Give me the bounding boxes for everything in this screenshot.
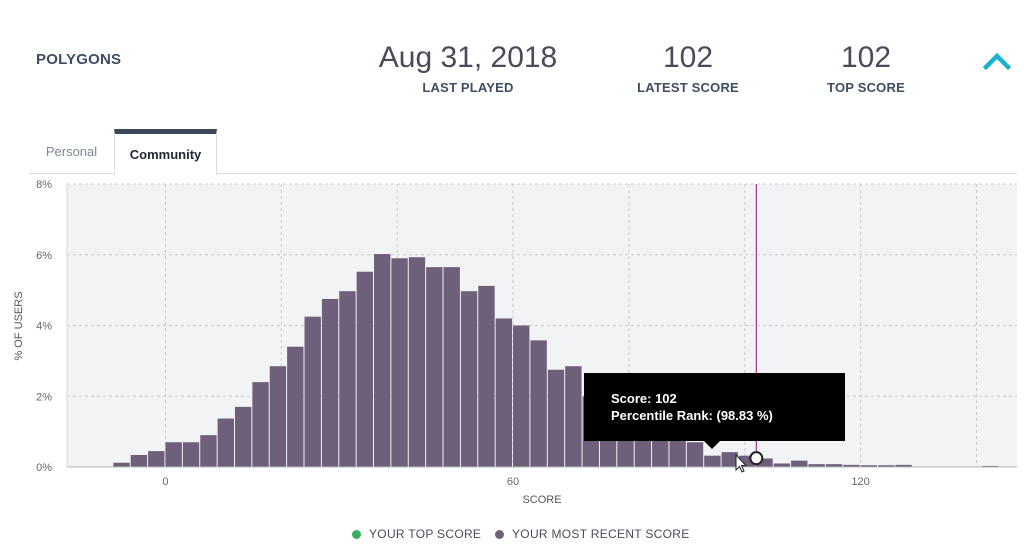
tooltip-score: Score: 102 <box>611 391 677 406</box>
chevron-up-icon <box>982 52 1012 71</box>
last-played-label: LAST PLAYED <box>422 80 514 95</box>
legend-top-score-label: YOUR TOP SCORE <box>369 527 482 541</box>
histogram-bar[interactable] <box>495 318 513 467</box>
histogram-bar[interactable] <box>217 418 234 467</box>
tab-community[interactable]: Community <box>114 129 217 175</box>
x-axis-label: SCORE <box>522 494 561 506</box>
top-score-label: TOP SCORE <box>827 80 905 95</box>
histogram-bar[interactable] <box>426 267 443 467</box>
histogram-bar[interactable] <box>721 452 738 467</box>
histogram-bar[interactable] <box>808 464 825 467</box>
histogram-bar[interactable] <box>738 455 756 467</box>
histogram-bar[interactable] <box>148 451 165 467</box>
x-tick-label: 0 <box>162 476 168 488</box>
last-played-stat: Aug 31, 2018 LAST PLAYED <box>378 40 558 95</box>
y-tick-label: 4% <box>36 321 52 333</box>
histogram-bar[interactable] <box>686 442 704 467</box>
tooltip-pointer <box>704 441 720 449</box>
histogram-bar[interactable] <box>982 465 999 467</box>
top-score-stat: 102 TOP SCORE <box>806 40 926 95</box>
histogram-bar[interactable] <box>530 340 547 467</box>
green-dot-icon <box>352 529 361 539</box>
y-tick-label: 2% <box>36 391 52 403</box>
mouse-cursor <box>735 453 748 473</box>
histogram-bar[interactable] <box>408 257 426 467</box>
score-distribution-chart: 0% 2% 4% 6% 8% 0 60 120 % OF USERS SCORE Score:… <box>0 174 1024 514</box>
histogram-bar[interactable] <box>547 369 565 467</box>
last-played-value: Aug 31, 2018 <box>378 41 558 74</box>
game-title: POLYGONS <box>36 51 122 68</box>
y-tick-label: 6% <box>36 250 52 262</box>
histogram-bar[interactable] <box>756 458 773 467</box>
histogram-bar[interactable] <box>565 366 582 467</box>
y-tick-label: 8% <box>36 179 52 191</box>
histogram-bar[interactable] <box>113 462 130 467</box>
histogram-bar[interactable] <box>669 438 686 467</box>
purple-dot-icon <box>495 529 504 539</box>
top-score-value: 102 <box>840 41 892 74</box>
histogram-bar[interactable] <box>200 435 217 467</box>
histogram-bar[interactable] <box>356 271 374 467</box>
histogram-bar[interactable] <box>843 464 860 467</box>
histogram-bar[interactable] <box>443 267 460 467</box>
pointer-icon <box>735 453 748 473</box>
histogram-bar[interactable] <box>877 465 895 467</box>
x-tick-label: 120 <box>851 476 869 488</box>
histogram-bar[interactable] <box>895 464 912 467</box>
tooltip-percentile: Percentile Rank: (98.83 %) <box>611 408 773 423</box>
histogram-bar[interactable] <box>287 346 304 467</box>
histogram-bar[interactable] <box>791 460 808 467</box>
latest-score-value: 102 <box>662 41 714 74</box>
score-tooltip: Score: 102 Percentile Rank: (98.83 %) <box>584 373 845 449</box>
histogram-bar[interactable] <box>252 382 269 467</box>
histogram-bar[interactable] <box>860 465 877 467</box>
legend-recent-score[interactable]: YOUR MOST RECENT SCORE <box>495 527 690 541</box>
y-axis-label: % OF USERS <box>13 291 25 360</box>
histogram-svg: 0% 2% 4% 6% 8% 0 60 120 % OF USERS SCORE Score:… <box>13 179 1017 506</box>
latest-score-stat: 102 LATEST SCORE <box>628 40 748 95</box>
legend-top-score[interactable]: YOUR TOP SCORE <box>352 527 481 541</box>
histogram-bar[interactable] <box>513 325 530 468</box>
histogram-bar[interactable] <box>269 366 287 467</box>
legend-recent-score-label: YOUR MOST RECENT SCORE <box>512 527 690 541</box>
histogram-bar[interactable] <box>339 291 356 467</box>
histogram-bar[interactable] <box>460 291 478 467</box>
histogram-bar[interactable] <box>773 463 791 467</box>
chart-tabs: Personal Community <box>29 129 1017 175</box>
latest-score-label: LATEST SCORE <box>637 80 739 95</box>
collapse-button[interactable] <box>982 50 1012 72</box>
histogram-bar[interactable] <box>130 454 148 467</box>
tooltip-box <box>584 373 845 441</box>
y-tick-label: 0% <box>36 462 52 474</box>
histogram-bar[interactable] <box>374 254 391 467</box>
x-tick-label: 60 <box>507 476 519 488</box>
histogram-bar[interactable] <box>165 442 182 467</box>
histogram-bar[interactable] <box>304 316 321 467</box>
histogram-bar[interactable] <box>321 298 339 467</box>
tab-personal[interactable]: Personal <box>45 144 98 159</box>
histogram-bar[interactable] <box>391 258 408 467</box>
histogram-bar[interactable] <box>182 442 200 467</box>
chart-legend: YOUR TOP SCORE YOUR MOST RECENT SCORE <box>0 527 1024 545</box>
recent-score-point[interactable] <box>749 451 764 466</box>
histogram-bar[interactable] <box>704 455 721 467</box>
histogram-bar[interactable] <box>478 285 495 467</box>
histogram-bar[interactable] <box>825 464 843 467</box>
histogram-bar[interactable] <box>234 406 252 467</box>
